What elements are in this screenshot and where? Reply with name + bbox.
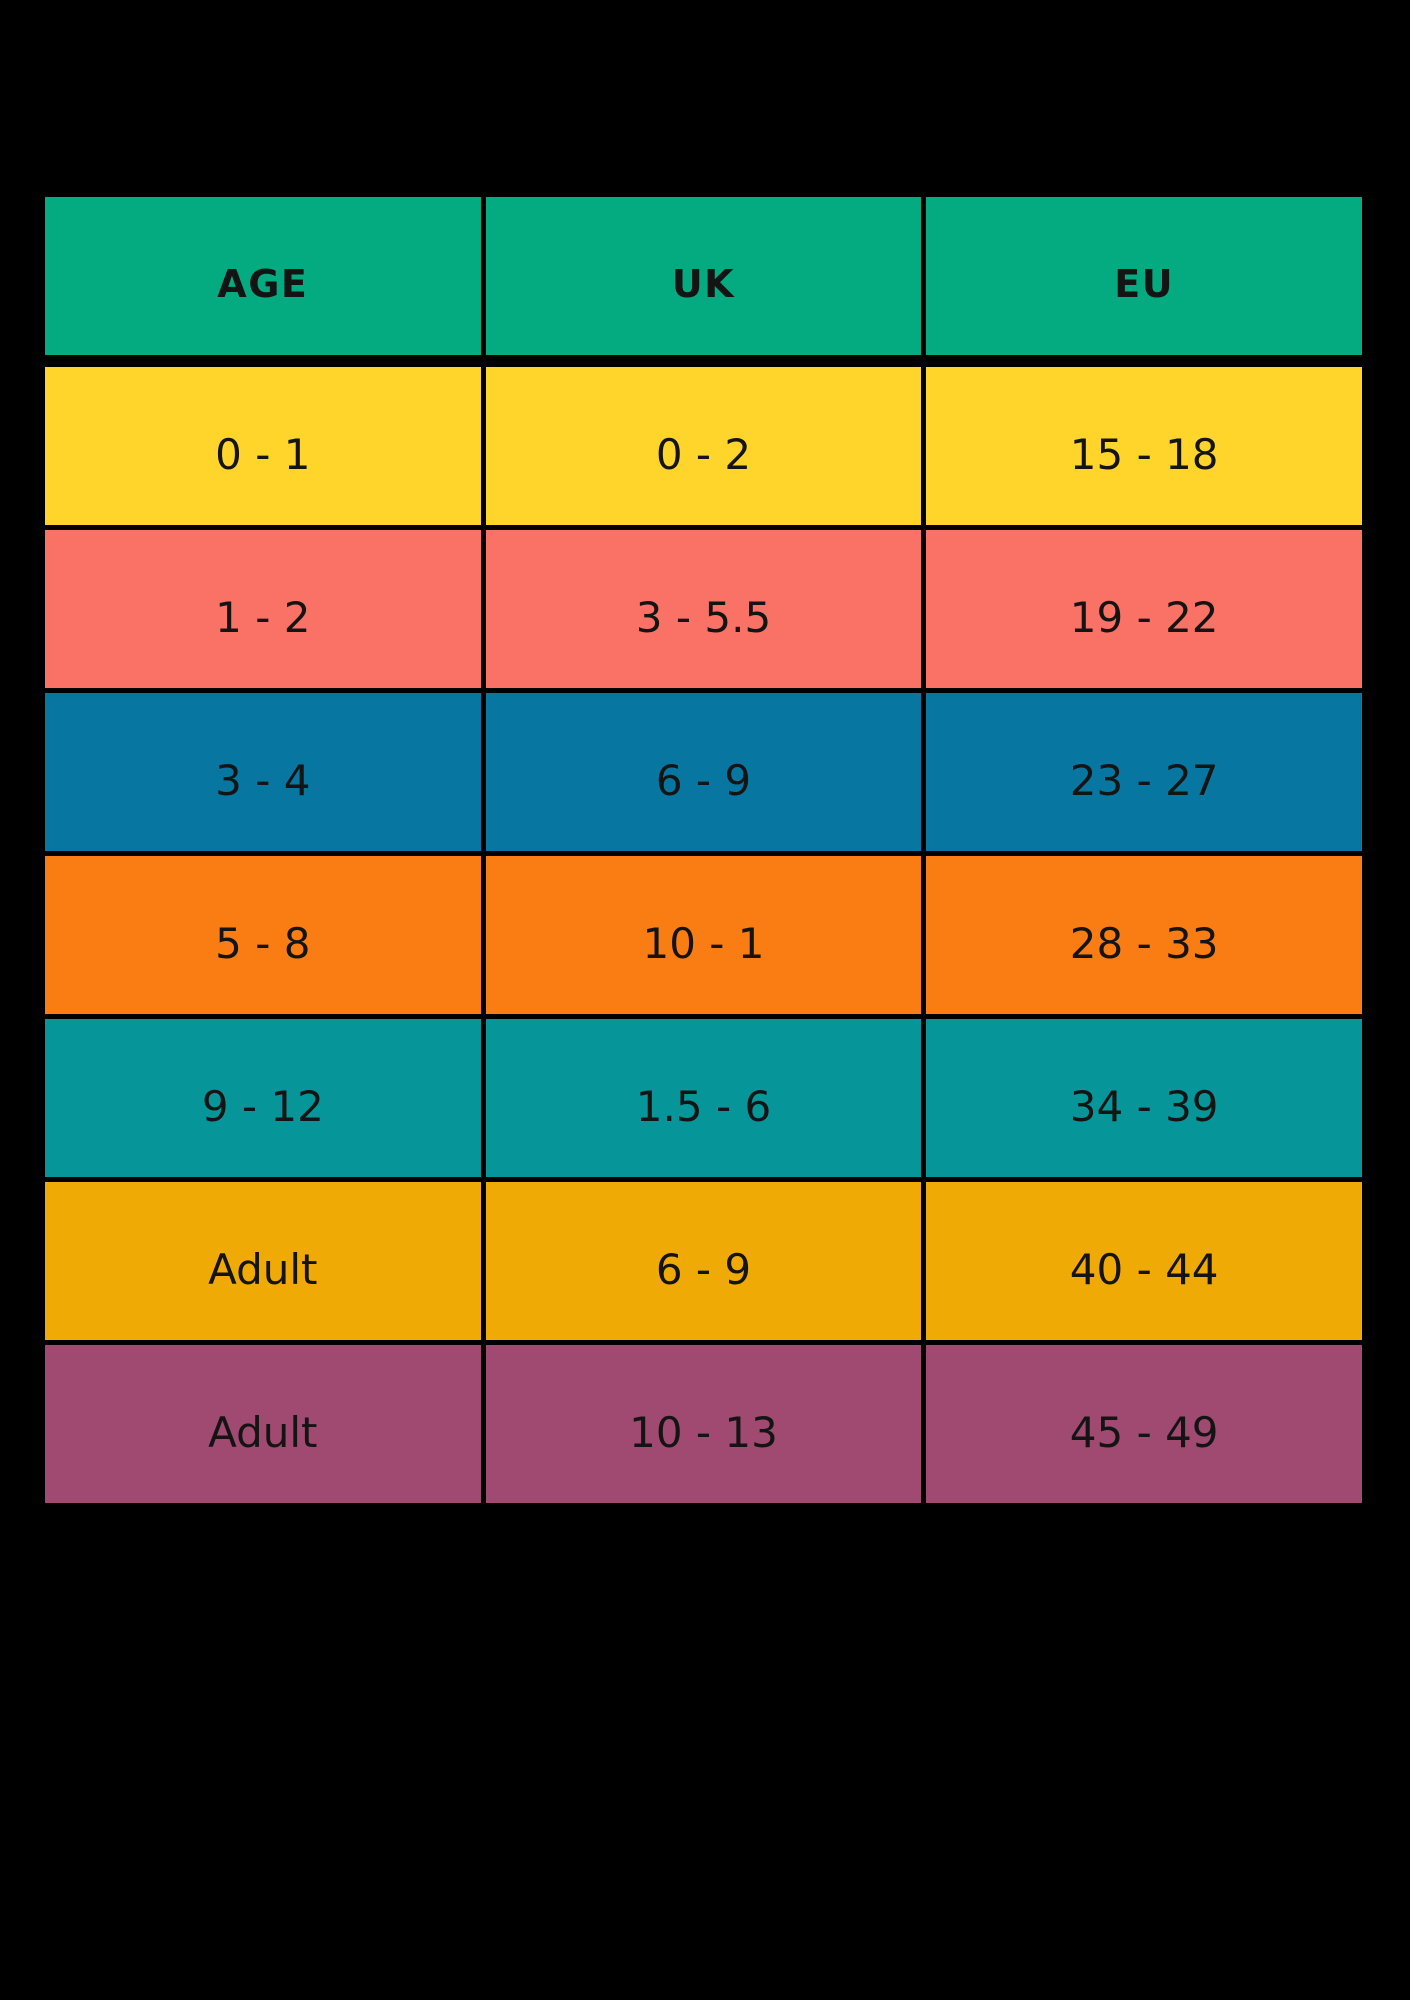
age-cell: 9 - 12 [45,1019,481,1177]
header-cell-eu: EU [926,197,1362,355]
eu-cell: 40 - 44 [926,1182,1362,1340]
uk-cell: 0 - 2 [485,367,922,525]
table-row-3: 3 - 4 6 - 9 23 - 27 [45,693,1362,851]
header-cell-age: AGE [45,197,481,355]
table-row-5: 9 - 12 1.5 - 6 34 - 39 [45,1019,1362,1177]
age-cell: 1 - 2 [45,530,481,688]
eu-cell: 34 - 39 [926,1019,1362,1177]
uk-cell: 10 - 1 [485,856,922,1014]
table-row-1: 0 - 1 0 - 2 15 - 18 [45,367,1362,525]
eu-cell: 45 - 49 [926,1345,1362,1503]
age-cell: Adult [45,1345,481,1503]
table-row-2: 1 - 2 3 - 5.5 19 - 22 [45,530,1362,688]
eu-cell: 15 - 18 [926,367,1362,525]
header-cell-uk: UK [485,197,922,355]
table-row-7: Adult 10 - 13 45 - 49 [45,1345,1362,1503]
age-cell: 5 - 8 [45,856,481,1014]
uk-cell: 10 - 13 [485,1345,922,1503]
uk-cell: 1.5 - 6 [485,1019,922,1177]
uk-cell: 3 - 5.5 [485,530,922,688]
age-cell: 0 - 1 [45,367,481,525]
uk-cell: 6 - 9 [485,1182,922,1340]
eu-cell: 28 - 33 [926,856,1362,1014]
age-cell: 3 - 4 [45,693,481,851]
table-row-6: Adult 6 - 9 40 - 44 [45,1182,1362,1340]
table-header-row: AGE UK EU [45,197,1362,355]
eu-cell: 19 - 22 [926,530,1362,688]
uk-cell: 6 - 9 [485,693,922,851]
table-row-4: 5 - 8 10 - 1 28 - 33 [45,856,1362,1014]
eu-cell: 23 - 27 [926,693,1362,851]
size-chart-table: AGE UK EU 0 - 1 0 - 2 15 - 18 1 - 2 3 - … [45,197,1362,1503]
age-cell: Adult [45,1182,481,1340]
